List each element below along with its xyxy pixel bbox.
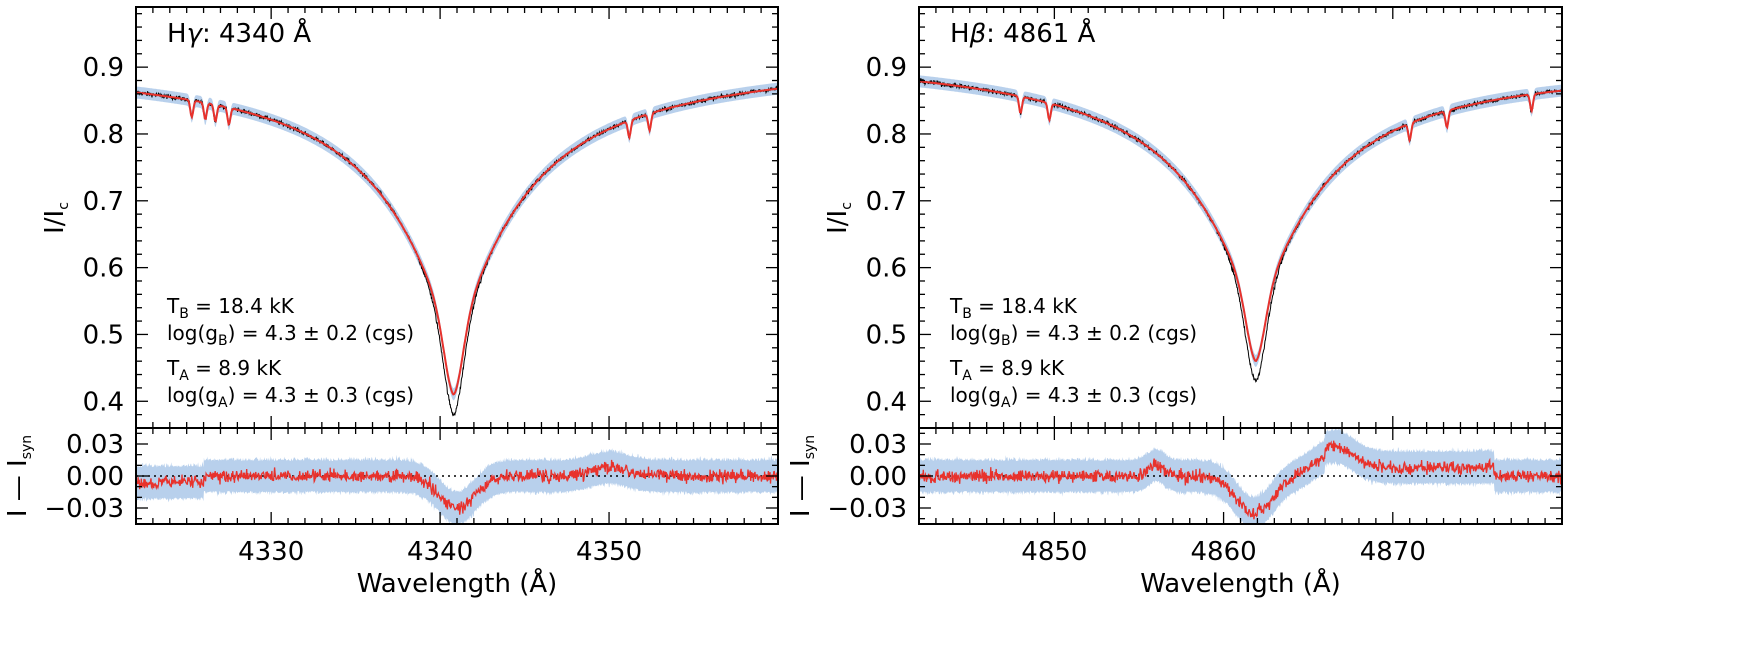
model-spectrum [919,80,1562,363]
gravity-b: log(gB) = 4.3 ± 0.2 (cgs) [167,321,414,349]
y-axis-label: I/Ic [40,202,72,234]
residual-y-axis-label: I — Isyn [3,435,35,517]
y-tick-label: 0.6 [83,254,124,284]
temperature-a: TA = 8.9 kK [166,356,282,384]
residual-spectrum [919,440,1562,520]
y-tick-label: 0.4 [83,387,124,417]
chart-panel-2: 4850 4860 4870 0.4 0.5 0.6 0.7 0.8 0.9 −0.030.000… [786,6,1563,599]
model-uncertainty-band [919,75,1562,367]
temperature-b: TB = 18.4 kK [166,294,295,322]
residual-y-tick-label: 0.00 [849,462,907,492]
y-tick-label: 0.6 [866,254,907,284]
y-axis-label: I/Ic [823,202,855,234]
residual-uncertainty-band [919,426,1562,524]
observed-spectrum [136,85,778,417]
y-tick-label: 0.7 [866,187,907,217]
y-tick-label: 0.8 [83,120,124,150]
y-tick-label: 0.7 [83,187,124,217]
plot-frame [918,6,1563,525]
x-tick-label: 4870 [1360,537,1426,567]
x-tick-label: 4860 [1190,537,1256,567]
residual-y-tick-label: −0.03 [44,494,124,524]
y-tick-label: 0.5 [83,320,124,350]
plot-area [919,75,1562,524]
x-axis-label: Wavelength (Å) [357,567,558,599]
y-tick-label: 0.9 [866,53,907,83]
residual-y-tick-label: −0.03 [827,494,907,524]
panel-title: Hβ: 4861 Å [950,17,1096,49]
residual-y-tick-label: 0.00 [66,462,124,492]
plot-frame [135,6,779,525]
temperature-b: TB = 18.4 kK [949,294,1078,322]
x-tick-label: 4350 [576,537,642,567]
temperature-a: TA = 8.9 kK [949,356,1065,384]
x-axis-label: Wavelength (Å) [1140,567,1341,599]
x-tick-label: 4330 [238,537,304,567]
panel-title: Hγ: 4340 Å [167,17,311,49]
chart-panel-1: 4330 4340 4350 0.4 0.5 0.6 0.7 0.8 0.9 −0.030.000… [3,6,779,599]
gravity-a: log(gA) = 4.3 ± 0.3 (cgs) [950,383,1197,411]
residual-y-tick-label: 0.03 [849,430,907,460]
gravity-b: log(gB) = 4.3 ± 0.2 (cgs) [950,321,1197,349]
residual-y-axis-label: I — Isyn [786,435,818,517]
residual-spectrum [136,459,778,515]
y-tick-label: 0.9 [83,53,124,83]
plot-area [136,82,778,524]
model-uncertainty-band [136,82,778,401]
y-tick-label: 0.4 [866,387,907,417]
x-tick-label: 4850 [1021,537,1087,567]
model-spectrum [136,87,778,396]
x-tick-label: 4340 [407,537,473,567]
gravity-a: log(gA) = 4.3 ± 0.3 (cgs) [167,383,414,411]
residual-uncertainty-band [136,448,778,524]
residual-y-tick-label: 0.03 [66,430,124,460]
y-tick-label: 0.5 [866,320,907,350]
y-tick-label: 0.8 [866,120,907,150]
